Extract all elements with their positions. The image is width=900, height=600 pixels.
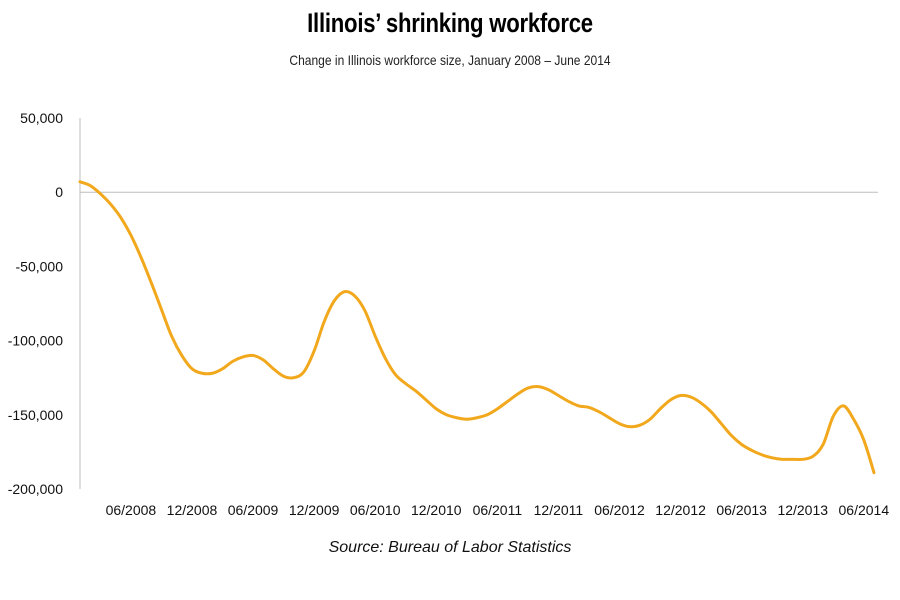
x-tick-label: 06/2009 xyxy=(228,502,279,518)
chart-subtitle: Change in Illinois workforce size, Janua… xyxy=(289,52,611,68)
chart-source: Source: Bureau of Labor Statistics xyxy=(328,539,572,556)
x-tick-label: 06/2012 xyxy=(594,502,645,518)
x-tick-label: 12/2013 xyxy=(777,502,828,518)
x-tick-label: 06/2008 xyxy=(106,502,157,518)
x-tick-label: 12/2010 xyxy=(411,502,462,518)
x-tick-label: 12/2012 xyxy=(655,502,706,518)
x-tick-label: 06/2013 xyxy=(716,502,767,518)
y-tick-label: -100,000 xyxy=(8,333,63,349)
x-tick-label: 12/2009 xyxy=(289,502,340,518)
y-tick-label: -200,000 xyxy=(8,481,63,497)
series-group xyxy=(78,180,876,475)
x-axis: 06/2008 12/2008 06/2009 12/2009 06/2010 12/20… xyxy=(106,502,890,518)
y-tick-label: 50,000 xyxy=(20,110,63,126)
x-tick-label: 06/2010 xyxy=(350,502,401,518)
x-tick-label: 12/2011 xyxy=(534,502,584,518)
y-axis: 50,000 0 -50,000 -100,000 -150,000 -200,000 xyxy=(8,110,878,497)
series-line xyxy=(78,180,876,475)
x-tick-label: 12/2008 xyxy=(167,502,218,518)
x-tick-label: 06/2011 xyxy=(473,502,523,518)
chart-title: Illinois’ shrinking workforce xyxy=(307,8,593,38)
x-tick-label: 06/2014 xyxy=(839,502,890,518)
y-tick-label: -50,000 xyxy=(16,258,64,274)
y-tick-label: 0 xyxy=(55,184,63,200)
y-tick-label: -150,000 xyxy=(8,407,63,423)
